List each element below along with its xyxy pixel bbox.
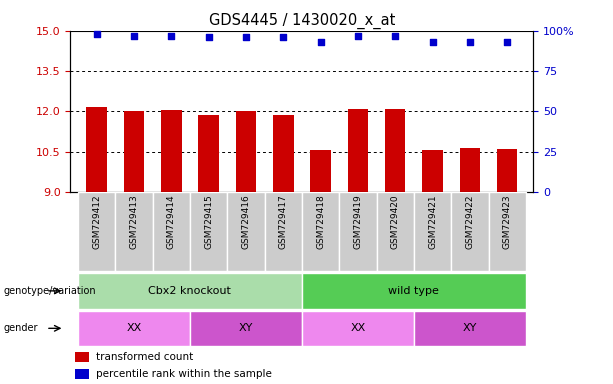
Bar xyxy=(153,192,190,271)
Bar xyxy=(302,192,339,271)
Text: GSM729414: GSM729414 xyxy=(167,194,176,249)
Point xyxy=(166,33,176,39)
Point xyxy=(129,33,139,39)
Point xyxy=(353,33,363,39)
Bar xyxy=(86,108,107,192)
Bar xyxy=(199,116,219,192)
Title: GDS4445 / 1430020_x_at: GDS4445 / 1430020_x_at xyxy=(208,13,395,29)
Bar xyxy=(414,192,451,271)
Bar xyxy=(497,149,517,192)
Text: GSM729417: GSM729417 xyxy=(279,194,287,249)
Point xyxy=(390,33,400,39)
Point xyxy=(204,34,213,40)
Text: percentile rank within the sample: percentile rank within the sample xyxy=(96,369,272,379)
Bar xyxy=(414,311,526,346)
Point xyxy=(428,39,438,45)
Bar xyxy=(451,192,489,271)
Text: GSM729422: GSM729422 xyxy=(465,194,474,249)
Bar xyxy=(161,110,181,192)
Text: GSM729412: GSM729412 xyxy=(92,194,101,249)
Text: XY: XY xyxy=(238,323,253,333)
Point xyxy=(241,34,251,40)
Point xyxy=(278,34,288,40)
Text: gender: gender xyxy=(3,323,37,333)
Point xyxy=(465,39,474,45)
Text: GSM729421: GSM729421 xyxy=(428,194,437,249)
Bar xyxy=(339,192,376,271)
Bar xyxy=(190,192,227,271)
Bar xyxy=(376,192,414,271)
Bar xyxy=(227,192,265,271)
Bar xyxy=(190,311,302,346)
Bar xyxy=(235,111,256,192)
Text: GSM729423: GSM729423 xyxy=(503,194,512,249)
Bar xyxy=(422,151,443,192)
Bar xyxy=(489,192,526,271)
Bar xyxy=(302,273,526,309)
Text: XX: XX xyxy=(350,323,365,333)
Text: Cbx2 knockout: Cbx2 knockout xyxy=(148,286,231,296)
Text: transformed count: transformed count xyxy=(96,352,193,362)
Text: GSM729420: GSM729420 xyxy=(390,194,400,249)
Bar xyxy=(385,109,405,192)
Bar xyxy=(75,353,89,362)
Text: XY: XY xyxy=(463,323,477,333)
Bar xyxy=(460,148,480,192)
Text: GSM729419: GSM729419 xyxy=(353,194,362,249)
Text: GSM729413: GSM729413 xyxy=(129,194,139,249)
Bar xyxy=(75,369,89,379)
Text: genotype/variation: genotype/variation xyxy=(3,286,96,296)
Bar xyxy=(124,111,144,192)
Bar xyxy=(115,192,153,271)
Point xyxy=(92,31,102,37)
Bar xyxy=(273,114,294,192)
Bar xyxy=(78,273,302,309)
Bar xyxy=(265,192,302,271)
Point xyxy=(502,39,512,45)
Text: GSM729415: GSM729415 xyxy=(204,194,213,249)
Bar xyxy=(348,109,368,192)
Text: wild type: wild type xyxy=(389,286,440,296)
Bar xyxy=(78,192,115,271)
Text: GSM729418: GSM729418 xyxy=(316,194,325,249)
Point xyxy=(316,39,326,45)
Text: GSM729416: GSM729416 xyxy=(242,194,251,249)
Bar xyxy=(78,311,190,346)
Bar xyxy=(302,311,414,346)
Bar xyxy=(310,151,331,192)
Text: XX: XX xyxy=(126,323,142,333)
